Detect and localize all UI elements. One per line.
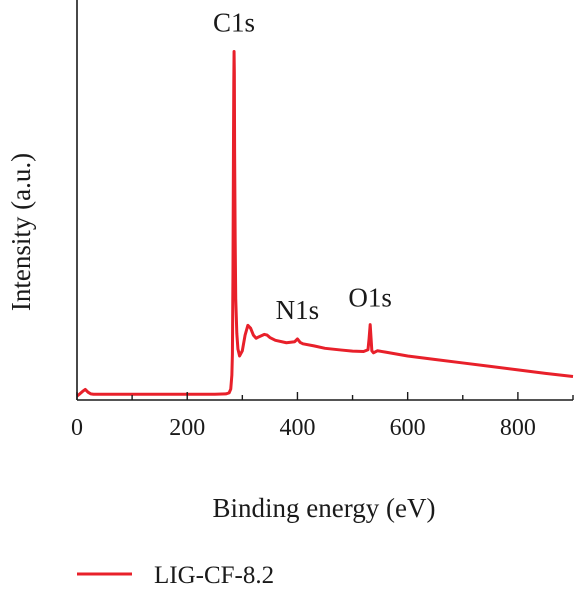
- y-axis-label: Intensity (a.u.): [6, 153, 36, 311]
- axes: [76, 0, 573, 401]
- peak-annotations: C1s N1s O1s: [213, 7, 392, 324]
- x-tick-label: 600: [390, 415, 426, 441]
- x-tick-label: 200: [169, 415, 205, 441]
- peak-label: C1s: [213, 7, 255, 37]
- x-ticks: 0 200 400 600 800: [71, 392, 574, 441]
- series-line: [76, 49, 574, 398]
- peak-label: O1s: [348, 283, 392, 313]
- legend-label: LIG-CF-8.2: [154, 562, 274, 589]
- x-tick-label: 800: [500, 415, 536, 441]
- x-axis-label: Binding energy (eV): [213, 493, 436, 523]
- x-tick-label: 400: [279, 415, 315, 441]
- peak-label: N1s: [276, 295, 320, 325]
- x-tick-label: 0: [71, 415, 83, 441]
- legend: LIG-CF-8.2: [77, 562, 274, 589]
- plot-area: [76, 49, 574, 398]
